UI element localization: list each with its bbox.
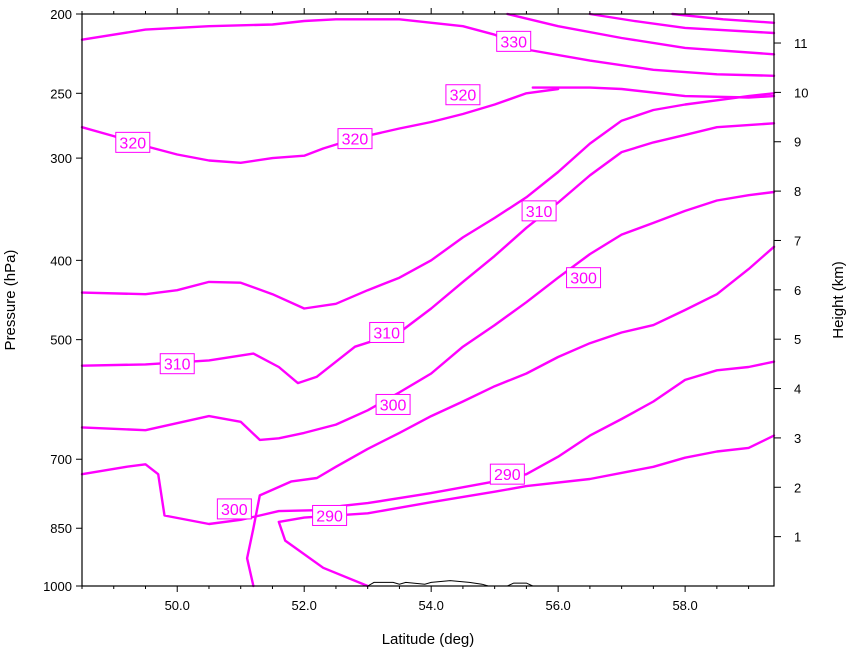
contour-label-text: 310: [164, 357, 191, 374]
right-tick-label: 10: [794, 85, 808, 100]
contour-label-text: 320: [342, 132, 369, 149]
contour-label-box: [115, 131, 151, 153]
contour-label-box: [369, 321, 405, 343]
contour-label-text: 300: [380, 397, 407, 414]
contour-label: 330: [496, 30, 532, 52]
contour-line: [671, 12, 776, 24]
contour-label: 310: [521, 200, 557, 222]
x-tick-label: 52.0: [292, 598, 317, 613]
y-tick-label: 1000: [43, 579, 72, 594]
contour-label-box: [375, 393, 411, 415]
x-tick-label: 58.0: [672, 598, 697, 613]
contour-label: 300: [566, 267, 602, 289]
right-tick-label: 3: [794, 431, 801, 446]
contour-label: 320: [115, 131, 151, 153]
contour-label: 320: [445, 84, 481, 106]
contour-label-box: [159, 353, 195, 375]
y-tick-label: 400: [50, 253, 72, 268]
x-axis-label: Latitude (deg): [382, 631, 475, 648]
contour-label-text: 290: [316, 508, 343, 525]
y-tick-label: 200: [50, 7, 72, 22]
contour-label: 320: [337, 128, 373, 150]
contour-line: [80, 190, 776, 442]
contour-line: [588, 12, 776, 35]
contour-line: [245, 245, 776, 588]
contour-line: [80, 360, 776, 526]
contour-label: 290: [489, 463, 525, 485]
plot-frame: [81, 13, 775, 587]
contour-label-box: [496, 30, 532, 52]
right-tick-label: 2: [794, 480, 801, 495]
contour-label-text: 300: [221, 502, 248, 519]
axes: 50.0 52.0 54.0 56.0 58.020025030040050070085…: [43, 7, 808, 613]
x-tick-label: 54.0: [419, 598, 444, 613]
contour-line: [531, 86, 776, 99]
right-tick-label: 6: [794, 283, 801, 298]
y-tick-label: 300: [50, 151, 72, 166]
right-tick-label: 8: [794, 184, 801, 199]
contour-line: [80, 122, 776, 385]
contour-label-text: 310: [373, 325, 400, 342]
right-tick-label: 7: [794, 233, 801, 248]
contour-label-text: 320: [119, 135, 146, 152]
contour-label-text: 320: [450, 88, 477, 105]
y-axis-label: Pressure (hPa): [2, 250, 19, 351]
contour-label: 300: [375, 393, 411, 415]
right-tick-label: 4: [794, 382, 801, 397]
contour-line: [506, 12, 776, 56]
contour-label-box: [445, 84, 481, 106]
contour-label-text: 300: [570, 271, 597, 288]
contour-lines: [80, 12, 776, 588]
contour-label-box: [521, 200, 557, 222]
contour-line: [80, 18, 776, 77]
contour-label: 290: [312, 504, 348, 526]
terrain-line: [367, 580, 534, 587]
contour-label-text: 310: [526, 204, 553, 221]
x-tick-label: 56.0: [545, 598, 570, 613]
contour-label: 310: [159, 353, 195, 375]
x-tick-label: 50.0: [165, 598, 190, 613]
contour-label-box: [566, 267, 602, 289]
y-tick-label: 250: [50, 86, 72, 101]
contour-label: 310: [369, 321, 405, 343]
contour-label-text: 330: [500, 34, 527, 51]
right-tick-label: 9: [794, 135, 801, 150]
contour-label-box: [337, 128, 373, 150]
contour-line: [80, 87, 560, 164]
right-tick-label: 11: [794, 36, 808, 51]
contour-label-box: [489, 463, 525, 485]
contour-label-box: [312, 504, 348, 526]
y-tick-label: 500: [50, 333, 72, 348]
right-tick-label: 1: [794, 530, 801, 545]
contour-label: 300: [216, 498, 252, 520]
contour-label-box: [216, 498, 252, 520]
y-tick-label: 700: [50, 452, 72, 467]
y-tick-label: 850: [50, 521, 72, 536]
right-tick-label: 5: [794, 332, 801, 347]
contour-labels: 330 320 320 320 310 310 310 300 300 300 290 290: [115, 30, 602, 526]
contour-line: [80, 92, 776, 310]
terrain-outline: [367, 580, 534, 587]
contour-line: [277, 434, 776, 588]
contour-label-text: 290: [494, 467, 521, 484]
right-axis-label: Height (km): [830, 261, 847, 339]
